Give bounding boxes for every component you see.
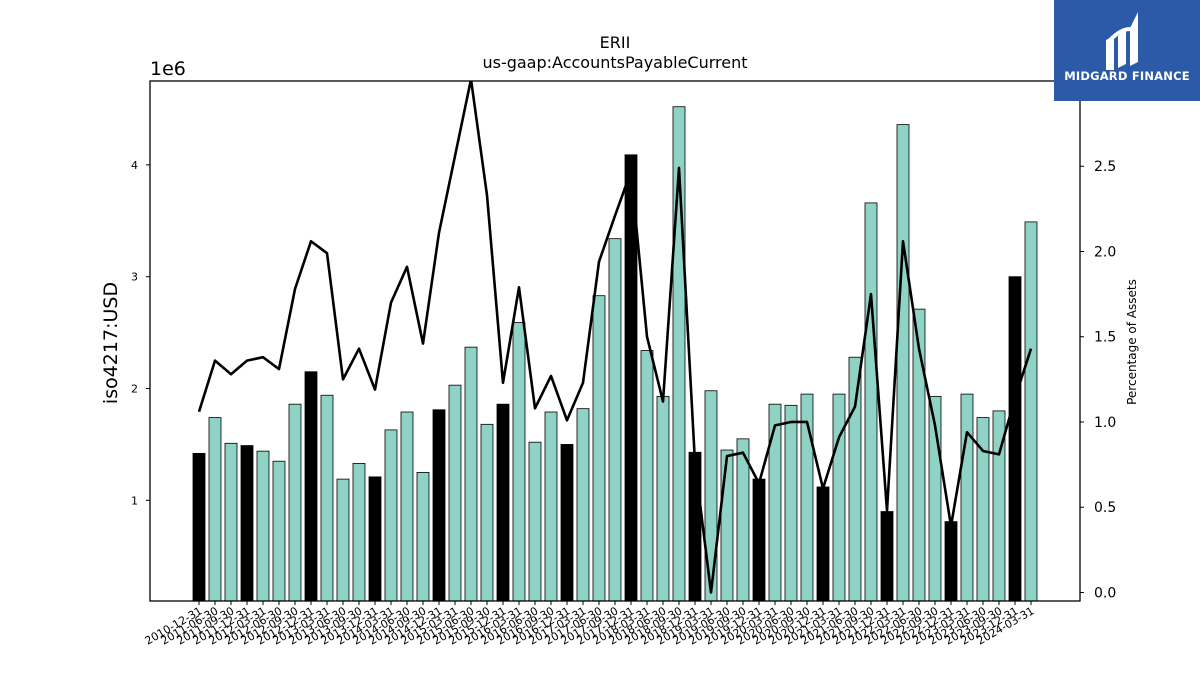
bar-2013-03-31 xyxy=(336,478,350,601)
bar-2018-03-31 xyxy=(656,395,670,601)
bar-2012-12-31 xyxy=(320,394,334,601)
bar-2020-09-30 xyxy=(816,486,830,601)
bar-2014-12-31 xyxy=(448,384,462,601)
bar-2012-09-30 xyxy=(304,371,318,601)
bar-2017-12-31 xyxy=(640,350,654,601)
bar-2013-09-30 xyxy=(368,476,382,601)
bar-2022-09-30 xyxy=(944,521,958,601)
y2-tick-label: 2.0 xyxy=(1094,244,1116,260)
bar-2017-03-31 xyxy=(592,295,606,601)
bar-2014-09-30 xyxy=(432,409,446,601)
x-ticks-group: 2010-12-312011-06-302011-09-302011-12-31… xyxy=(143,601,1037,648)
bar-2015-09-30 xyxy=(496,403,510,601)
bar-2019-06-30 xyxy=(736,438,750,601)
bar-2021-12-31 xyxy=(896,124,910,601)
bar-2011-03-31 xyxy=(208,417,222,601)
bar-2013-12-31 xyxy=(384,429,398,601)
brand-mark-icon xyxy=(1106,12,1138,70)
bar-2017-06-30 xyxy=(608,238,622,601)
bar-2023-09-30 xyxy=(1008,276,1022,601)
bars-group xyxy=(192,106,1038,601)
y2-tick-label: 0.5 xyxy=(1094,500,1116,516)
bar-2020-06-30 xyxy=(800,393,814,601)
y2-tick-label: 0.0 xyxy=(1094,585,1116,601)
y-axis-label: iso4217:USD xyxy=(100,282,122,404)
bar-2021-03-31 xyxy=(848,356,862,601)
bar-2019-12-31 xyxy=(768,403,782,601)
y2-ticks-group: 0.0 0.5 1.0 1.5 2.0 2.5 xyxy=(1080,159,1116,601)
bar-2011-09-30 xyxy=(240,445,254,601)
chart-title: ERII xyxy=(600,33,631,52)
bar-2015-12-31 xyxy=(512,322,526,601)
bar-2016-09-30 xyxy=(560,444,574,601)
chart-subtitle: us-gaap:AccountsPayableCurrent xyxy=(482,53,747,72)
bar-2022-03-31 xyxy=(912,308,926,601)
bar-2019-03-31 xyxy=(720,449,734,601)
bar-2014-03-31 xyxy=(400,411,414,601)
bar-2016-12-31 xyxy=(576,408,590,601)
y-tick-label: 4 xyxy=(131,159,138,172)
y-ticks-group: 1 2 3 4 xyxy=(131,159,150,507)
bar-2012-06-30 xyxy=(288,403,302,601)
bar-2010-12-31 xyxy=(192,452,206,601)
y2-tick-label: 1.0 xyxy=(1094,415,1116,431)
bar-2021-09-30 xyxy=(880,511,894,601)
bar-2020-03-31 xyxy=(784,404,798,601)
bar-2016-06-30 xyxy=(544,411,558,601)
y-tick-label: 1 xyxy=(131,494,138,507)
y2-tick-label: 2.5 xyxy=(1094,159,1116,175)
bar-2013-06-30 xyxy=(352,463,366,601)
bar-2015-03-31 xyxy=(464,346,478,601)
bar-2019-09-30 xyxy=(752,478,766,601)
y-tick-label: 3 xyxy=(131,271,138,284)
bar-2017-09-30 xyxy=(624,154,638,601)
y2-axis-label: Percentage of Assets xyxy=(1125,279,1139,405)
bar-2023-12-31 xyxy=(1024,221,1038,601)
bar-2021-06-30 xyxy=(864,202,878,601)
percentage-line xyxy=(197,81,1033,594)
bar-2015-06-30 xyxy=(480,423,494,601)
y2-tick-label: 1.5 xyxy=(1094,330,1116,346)
bar-2011-12-31 xyxy=(256,450,270,601)
bar-2023-06-30 xyxy=(992,410,1006,601)
y-axis-multiplier: 1e6 xyxy=(150,58,186,80)
bar-2022-12-31 xyxy=(960,393,974,601)
brand-name: MIDGARD FINANCE xyxy=(1064,69,1190,83)
brand-logo: MIDGARD FINANCE xyxy=(1054,0,1200,101)
bar-2012-03-31 xyxy=(272,460,286,601)
line-group xyxy=(197,81,1033,594)
bar-2011-06-30 xyxy=(224,442,238,601)
bar-2018-09-30 xyxy=(688,451,702,601)
bar-2020-12-31 xyxy=(832,393,846,601)
bar-2018-12-31 xyxy=(704,390,718,601)
y-tick-label: 2 xyxy=(131,383,138,396)
bar-2016-03-31 xyxy=(528,441,542,601)
bar-2014-06-30 xyxy=(416,471,430,601)
